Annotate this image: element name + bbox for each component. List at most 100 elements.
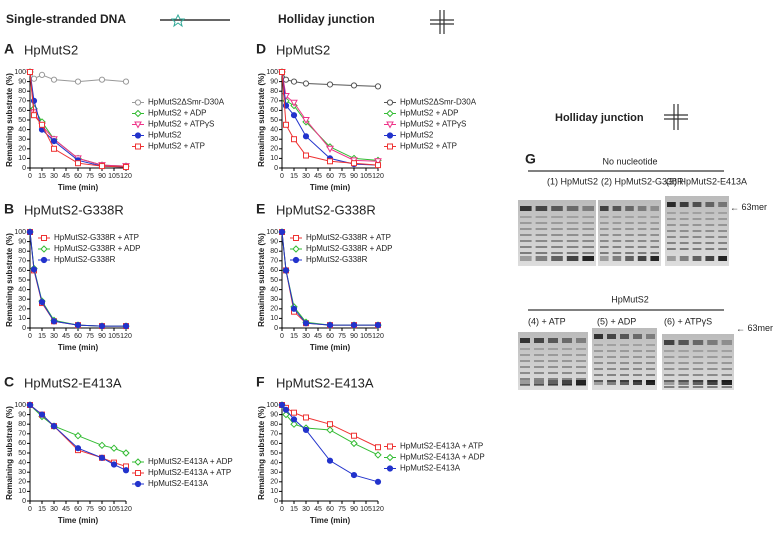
- y-tick-label: 30: [18, 136, 26, 143]
- point: [51, 145, 57, 152]
- band: [600, 228, 609, 230]
- band: [678, 380, 689, 382]
- band: [607, 368, 616, 370]
- band: [600, 222, 609, 224]
- band: [620, 356, 629, 358]
- band: [678, 356, 689, 358]
- point: [26, 228, 34, 236]
- y-tick-label: 10: [18, 488, 26, 495]
- band: [534, 378, 544, 380]
- band: [582, 234, 594, 236]
- point: [290, 78, 298, 85]
- band: [576, 338, 586, 343]
- point: [374, 158, 382, 166]
- band: [566, 206, 579, 211]
- band: [637, 256, 647, 261]
- legend-marker: [40, 245, 48, 253]
- legend-label: HpMutS2-G338R + ATP: [306, 233, 391, 242]
- x-tick-label: 45: [314, 173, 322, 180]
- x-tick-label: 105: [108, 506, 120, 513]
- gel-marker: ← 63mer: [730, 202, 767, 212]
- legend-marker: [386, 465, 394, 472]
- band: [718, 202, 727, 207]
- band: [625, 234, 634, 236]
- x-axis-label: Time (min): [310, 183, 351, 192]
- band: [548, 366, 558, 368]
- y-tick-label: 20: [270, 479, 278, 486]
- y-tick-label: 80: [270, 421, 278, 428]
- x-tick-label: 75: [338, 173, 346, 180]
- band: [594, 380, 603, 382]
- x-tick-label: 60: [326, 506, 334, 513]
- point: [350, 439, 358, 448]
- y-tick-label: 80: [18, 88, 26, 95]
- band: [637, 206, 647, 211]
- y-tick-label: 10: [270, 155, 278, 162]
- band: [664, 374, 675, 376]
- point: [98, 76, 106, 83]
- x-tick-label: 45: [314, 333, 322, 340]
- legend-marker: [41, 235, 47, 241]
- y-tick-label: 90: [270, 411, 278, 418]
- band: [582, 206, 594, 211]
- band: [667, 236, 676, 238]
- legend-marker: [293, 235, 299, 241]
- lane-label: (3) HpMutS2-E413A: [666, 176, 747, 186]
- band: [707, 340, 718, 345]
- band: [562, 378, 572, 380]
- legend-label: HpMutS2 + ATP: [400, 142, 457, 151]
- point: [374, 83, 382, 90]
- band: [551, 206, 563, 211]
- band: [646, 380, 655, 385]
- y-tick-label: 70: [270, 98, 278, 105]
- band: [718, 256, 727, 261]
- band: [600, 256, 609, 261]
- band: [535, 240, 548, 242]
- band: [520, 206, 532, 211]
- point: [50, 318, 58, 325]
- band: [707, 374, 718, 376]
- band: [678, 386, 689, 388]
- y-axis-label: Remaining substrate (%): [5, 233, 14, 327]
- x-tick-label: 0: [28, 506, 32, 513]
- band: [535, 246, 548, 248]
- y-tick-label: 100: [266, 69, 278, 76]
- band: [692, 356, 704, 358]
- point: [278, 228, 286, 236]
- band: [707, 386, 718, 388]
- point: [74, 445, 82, 452]
- band: [705, 224, 715, 226]
- point: [26, 401, 34, 409]
- y-tick-label: 100: [14, 402, 26, 409]
- point: [39, 121, 45, 128]
- x-tick-label: 45: [62, 506, 70, 513]
- band: [562, 372, 572, 374]
- y-tick-label: 20: [270, 306, 278, 313]
- y-tick-label: 10: [270, 488, 278, 495]
- x-tick-label: 45: [62, 333, 70, 340]
- gel-group: No nucleotide: [602, 156, 657, 166]
- y-axis-label: Remaining substrate (%): [257, 233, 266, 327]
- band: [566, 252, 579, 254]
- legend-marker: [386, 132, 394, 139]
- band: [664, 386, 675, 388]
- x-tick-label: 0: [280, 333, 284, 340]
- band: [633, 362, 642, 364]
- band: [582, 228, 594, 230]
- band: [679, 218, 689, 220]
- legend-label: HpMutS2: [400, 131, 434, 140]
- y-tick-label: 60: [270, 267, 278, 274]
- point: [302, 133, 310, 140]
- band: [607, 362, 616, 364]
- band: [678, 362, 689, 364]
- band: [721, 380, 732, 385]
- y-tick-label: 50: [18, 450, 26, 457]
- legend-label: HpMutS2-G338R + ADP: [54, 244, 140, 253]
- legend-marker: [386, 121, 394, 129]
- legend-marker: [40, 256, 48, 264]
- y-tick-label: 10: [270, 315, 278, 322]
- x-tick-label: 90: [350, 173, 358, 180]
- gel-images: [518, 196, 734, 390]
- point: [30, 266, 38, 273]
- band: [520, 348, 530, 350]
